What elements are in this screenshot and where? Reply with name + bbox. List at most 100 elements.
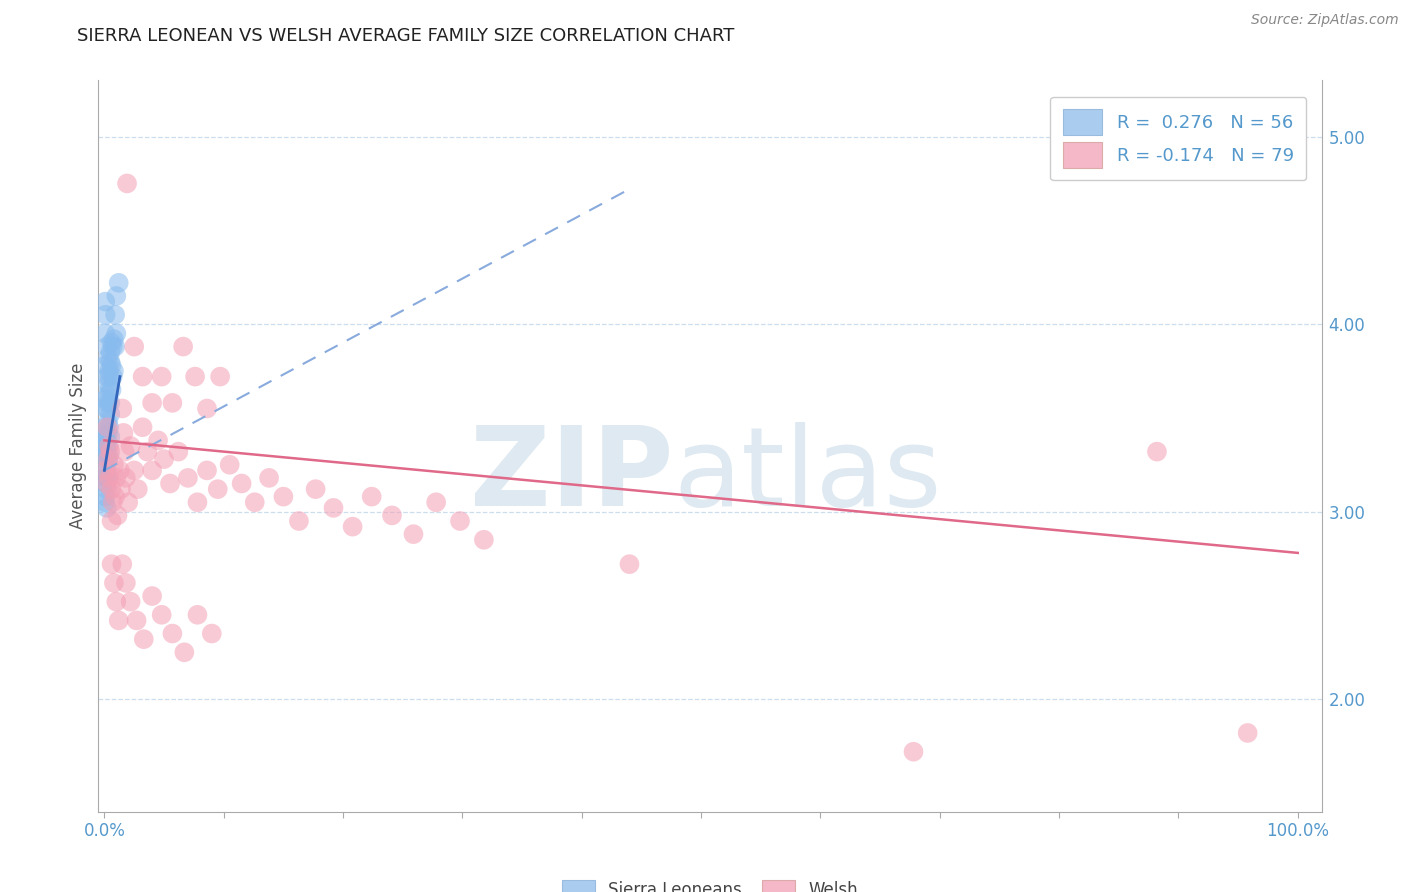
Point [98,396,121,410]
Point [243,495,266,509]
Point [97,452,120,467]
Point [136,444,159,458]
Point [131,420,153,434]
Point [141,463,163,477]
Point [98,407,121,421]
Point [94,444,117,458]
Point [111,557,134,571]
Point [96,439,118,453]
Point [98,449,121,463]
Point [96,401,118,416]
Point [97,377,120,392]
Point [288,514,311,528]
Point [150,607,173,622]
Point [96,476,118,491]
Point [98,345,121,359]
Point [96,392,118,406]
Point [105,471,128,485]
Point [195,463,218,477]
Point [304,482,326,496]
Point [115,177,138,191]
Point [96,340,118,354]
Point [94,308,117,322]
Point [107,508,129,523]
Point [97,439,120,453]
Point [98,364,121,378]
Point [100,557,122,571]
Point [184,369,207,384]
Point [104,490,127,504]
Point [114,444,136,458]
Point [100,359,122,373]
Point [117,495,139,509]
Point [96,463,118,477]
Point [105,289,128,303]
Point [1236,726,1258,740]
Point [97,415,120,429]
Point [96,388,118,402]
Point [107,276,129,290]
Point [425,495,447,509]
Point [98,471,121,485]
Point [104,340,127,354]
Point [153,452,176,467]
Point [94,476,117,491]
Point [103,332,125,346]
Point [195,401,218,416]
Point [103,458,125,472]
Point [141,589,163,603]
Point [94,420,117,434]
Point [150,369,173,384]
Point [97,471,120,485]
Point [115,575,138,590]
Point [381,508,404,523]
Point [94,463,117,477]
Point [162,626,184,640]
Point [100,335,122,350]
Point [257,471,280,485]
Point [1146,444,1168,458]
Point [103,364,125,378]
Text: atlas: atlas [673,422,942,529]
Point [112,425,135,440]
Point [94,401,117,416]
Point [94,458,117,472]
Point [110,482,132,496]
Point [402,527,425,541]
Point [120,595,142,609]
Point [97,351,120,365]
Y-axis label: Average Family Size: Average Family Size [69,363,87,529]
Point [186,495,208,509]
Point [177,471,200,485]
Point [107,614,129,628]
Point [96,369,118,384]
Point [273,490,295,504]
Point [94,359,117,373]
Point [100,383,122,397]
Point [115,471,138,485]
Point [209,369,232,384]
Text: ZIP: ZIP [470,422,673,529]
Point [98,444,121,458]
Point [96,482,118,496]
Point [94,495,117,509]
Point [104,308,127,322]
Point [122,463,145,477]
Point [162,396,184,410]
Point [96,427,118,442]
Point [100,482,122,496]
Point [94,471,117,485]
Point [120,439,142,453]
Point [903,745,925,759]
Point [122,340,145,354]
Point [93,439,115,453]
Point [472,533,495,547]
Point [94,294,117,309]
Text: SIERRA LEONEAN VS WELSH AVERAGE FAMILY SIZE CORRELATION CHART: SIERRA LEONEAN VS WELSH AVERAGE FAMILY S… [77,27,735,45]
Point [100,514,122,528]
Point [97,396,120,410]
Point [96,420,118,434]
Point [360,490,382,504]
Point [98,429,121,443]
Point [98,369,121,384]
